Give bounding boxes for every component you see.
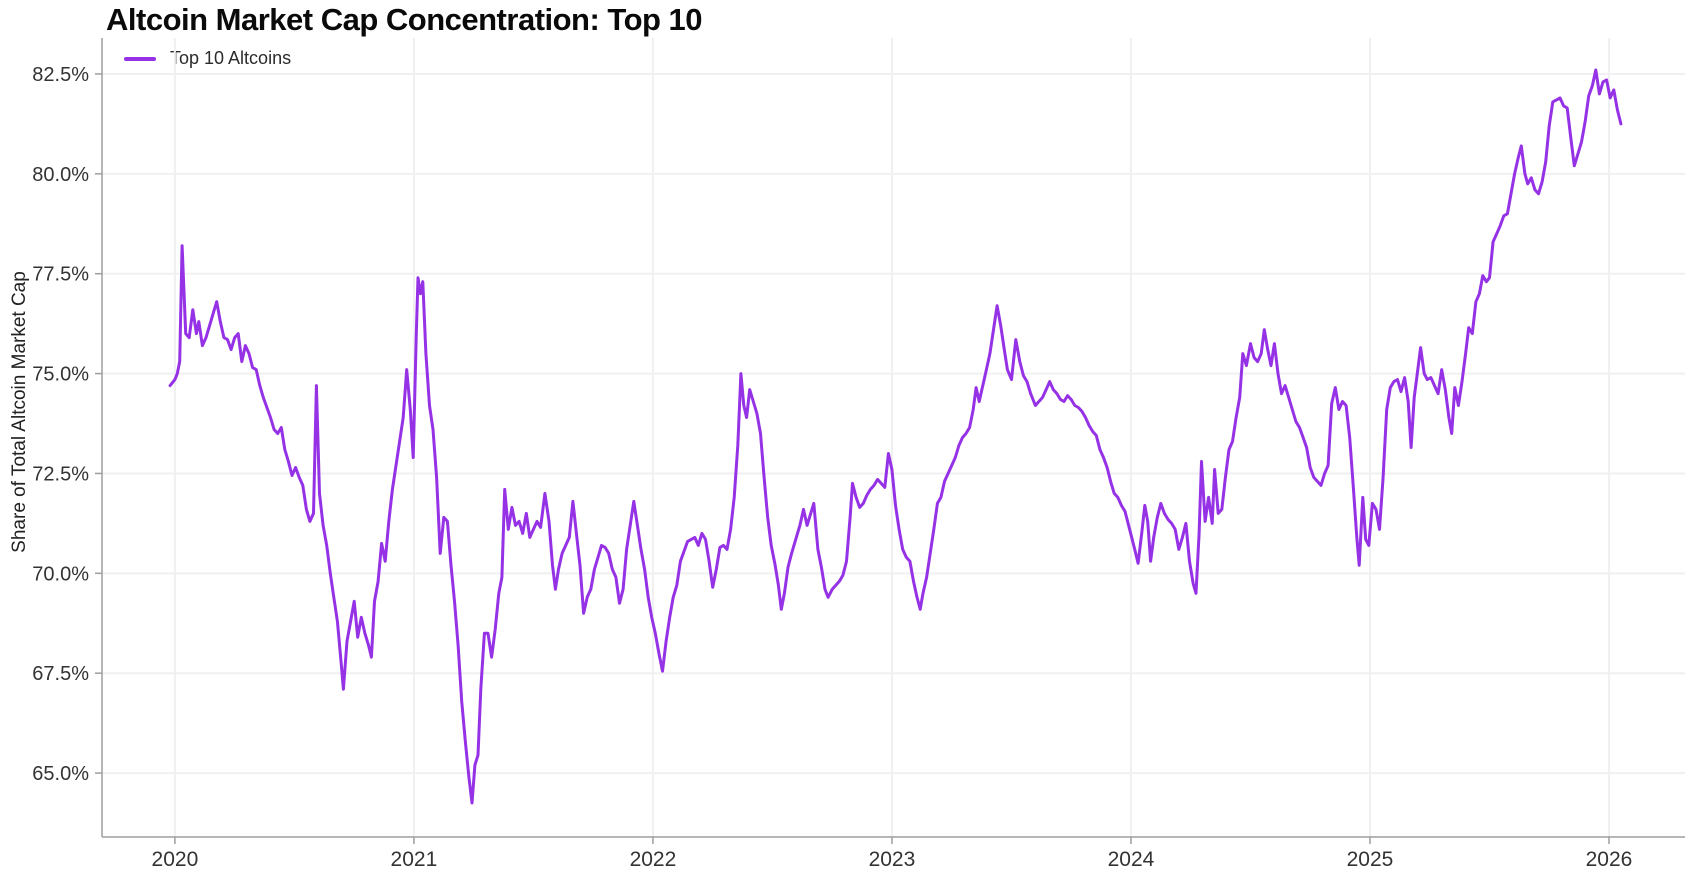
y-tick-label: 82.5%	[32, 64, 89, 86]
legend: Top 10 Altcoins	[124, 48, 291, 69]
y-tick-label: 65.0%	[32, 763, 89, 785]
x-tick-label: 2020	[152, 848, 199, 871]
grid-layer	[102, 38, 1685, 837]
series-line	[168, 68, 1623, 805]
x-tick-label: 2021	[391, 848, 438, 871]
x-tick-label: 2022	[630, 848, 677, 871]
y-tick-label: 70.0%	[32, 563, 89, 585]
x-tick-label: 2026	[1586, 848, 1633, 871]
y-tick-label: 67.5%	[32, 663, 89, 685]
axis-layer	[95, 38, 1685, 844]
page-title: Altcoin Market Cap Concentration: Top 10	[106, 2, 703, 37]
y-tick-label: 77.5%	[32, 264, 89, 286]
y-tick-label: 80.0%	[32, 164, 89, 186]
legend-line-swatch	[124, 56, 156, 61]
tick-label-layer: 65.0% 67.5% 70.0% 72.5% 75.0% 77.5% 80.0% 82.5%…	[32, 64, 1632, 871]
legend-label: Top 10 Altcoins	[170, 48, 292, 68]
x-tick-label: 2023	[869, 848, 916, 871]
y-tick-label: 72.5%	[32, 463, 89, 485]
x-tick-label: 2025	[1347, 848, 1394, 871]
y-tick-label: 75.0%	[32, 364, 89, 386]
x-tick-label: 2024	[1108, 848, 1155, 871]
series-line-layer	[168, 68, 1623, 805]
